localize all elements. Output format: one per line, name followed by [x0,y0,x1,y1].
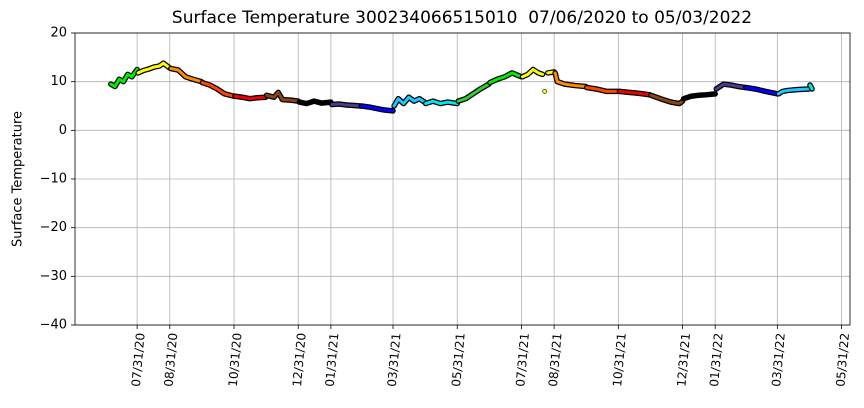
line [649,93,685,106]
line [488,71,523,85]
x-tick-label: 01/31/21 [323,332,342,387]
x-tick-label: 05/31/22 [833,332,852,387]
x-tick-label: 08/31/21 [546,332,565,387]
x-tick-label: 07/31/20 [129,332,148,387]
line [359,104,395,113]
line [456,82,491,103]
line [776,87,811,96]
x-tick-label: 10/31/21 [610,332,629,387]
line [617,89,652,97]
x-tick-label: 07/31/21 [513,332,532,387]
y-tick-label: 10 [50,74,67,89]
chart-title: Surface Temperature 300234066515010 07/0… [172,8,752,28]
line [200,81,236,98]
x-tick-label: 03/31/21 [385,332,404,387]
y-tick-label: −10 [40,172,67,187]
x-tick-label: 03/31/22 [769,332,788,387]
plot-frame [74,32,851,326]
x-tick-label: 12/31/20 [290,332,309,387]
line [233,94,268,101]
y-tick-label: 0 [59,123,67,138]
x-tick-label: 10/31/20 [226,332,245,387]
line [585,86,620,93]
line [682,92,717,101]
x-tick-label: 08/31/20 [162,332,181,387]
line [297,99,333,106]
x-tick-label: 05/31/21 [449,332,468,387]
line [808,83,814,91]
line [169,67,203,84]
line [714,82,747,91]
line [330,102,362,108]
line [553,71,588,89]
line [744,86,779,96]
line [424,99,459,106]
y-tick-label: −20 [40,220,67,235]
y-tick-label: 20 [50,26,67,41]
line [109,68,139,89]
line [392,95,427,108]
point [542,89,547,94]
line [136,61,172,75]
y-tick-label: −40 [40,318,67,333]
x-tick-label: 12/31/21 [674,332,693,387]
y-axis-label: Surface Temperature [11,111,26,247]
y-tick-label: −30 [40,269,67,284]
line [265,90,300,103]
x-tick-label: 01/31/22 [707,332,726,387]
